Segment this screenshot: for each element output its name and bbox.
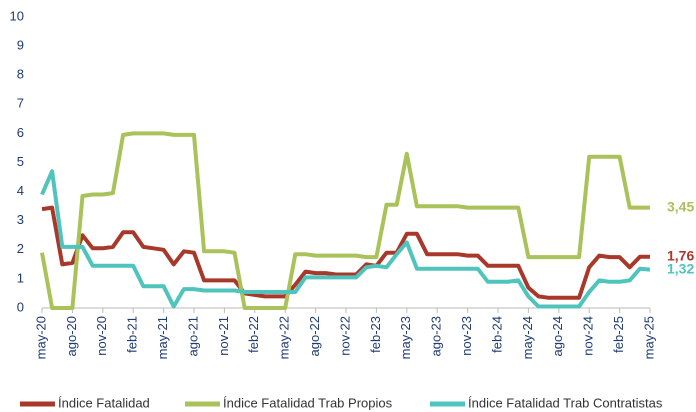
y-tick-label: 10 bbox=[10, 8, 24, 23]
y-tick-label: 2 bbox=[17, 241, 24, 256]
x-tick-label: may-22 bbox=[277, 316, 292, 359]
data-label: 1,76 bbox=[667, 247, 694, 263]
x-tick-label: may-23 bbox=[398, 316, 413, 359]
x-tick-label: ago-21 bbox=[185, 316, 200, 356]
y-tick-label: 1 bbox=[17, 270, 24, 285]
x-tick-label: may-21 bbox=[155, 316, 170, 359]
y-tick-label: 4 bbox=[17, 183, 24, 198]
y-tick-label: 7 bbox=[17, 96, 24, 111]
data-label: 1,32 bbox=[667, 260, 694, 276]
x-tick-label: nov-20 bbox=[94, 316, 109, 356]
legend-label: Índice Fatalidad Trab Contratistas bbox=[468, 395, 663, 410]
y-tick-label: 5 bbox=[17, 154, 24, 169]
y-tick-label: 6 bbox=[17, 125, 24, 140]
x-tick-label: ago-23 bbox=[429, 316, 444, 356]
series-line bbox=[40, 131, 650, 310]
x-tick-label: nov-22 bbox=[337, 316, 352, 356]
y-tick-label: 3 bbox=[17, 212, 24, 227]
x-tick-label: nov-23 bbox=[459, 316, 474, 356]
x-tick-label: feb-23 bbox=[368, 316, 383, 353]
x-tick-label: nov-24 bbox=[581, 316, 596, 356]
x-tick-label: ago-22 bbox=[307, 316, 322, 356]
x-tick-label: feb-25 bbox=[611, 316, 626, 353]
x-tick-label: nov-21 bbox=[216, 316, 231, 356]
y-tick-label: 0 bbox=[17, 299, 24, 314]
x-tick-label: may-20 bbox=[33, 316, 48, 359]
x-tick-label: may-25 bbox=[641, 316, 656, 359]
x-tick-label: ago-24 bbox=[550, 316, 565, 356]
legend-label: Índice Fatalidad Trab Propios bbox=[223, 395, 393, 410]
x-tick-label: may-24 bbox=[520, 316, 535, 359]
x-tick-label: feb-22 bbox=[246, 316, 261, 353]
series-line bbox=[40, 169, 651, 309]
legend-label: Índice Fatalidad bbox=[58, 395, 150, 410]
x-tick-label: ago-20 bbox=[64, 316, 79, 356]
y-tick-label: 9 bbox=[17, 38, 24, 53]
x-tick-label: feb-21 bbox=[125, 316, 140, 353]
x-tick-label: feb-24 bbox=[489, 316, 504, 353]
series-line bbox=[41, 205, 650, 300]
y-tick-label: 8 bbox=[17, 67, 24, 82]
data-label: 3,45 bbox=[667, 198, 694, 214]
